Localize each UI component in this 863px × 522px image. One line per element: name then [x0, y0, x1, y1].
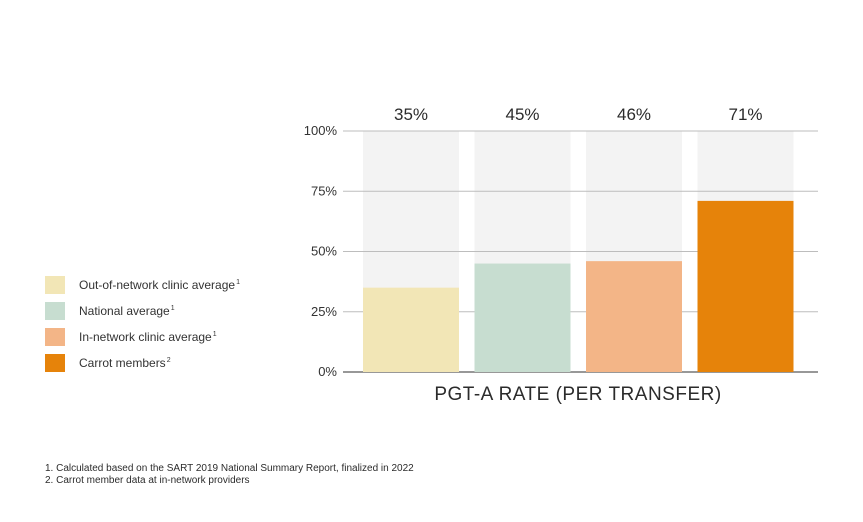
y-tick-label: 50%	[311, 244, 337, 259]
y-tick-label: 0%	[318, 364, 337, 379]
bar	[363, 287, 459, 372]
data-label: 46%	[617, 105, 651, 124]
bars	[363, 200, 794, 372]
legend-swatch	[45, 302, 65, 320]
legend-item: Carrot members2	[45, 354, 240, 372]
footnote: 2. Carrot member data at in-network prov…	[45, 475, 250, 486]
legend: Out-of-network clinic average1 National …	[45, 276, 240, 380]
data-labels: 35% 45% 46% 71%	[394, 105, 763, 124]
legend-item: National average1	[45, 302, 240, 320]
y-tick-labels: 0% 25% 50% 75% 100%	[304, 123, 338, 379]
footnotes: 1. Calculated based on the SART 2019 Nat…	[45, 463, 414, 487]
data-label: 45%	[505, 105, 539, 124]
legend-label: Out-of-network clinic average1	[79, 278, 240, 292]
legend-swatch	[45, 354, 65, 372]
bar	[474, 263, 571, 372]
data-label: 35%	[394, 105, 428, 124]
legend-swatch	[45, 276, 65, 294]
legend-item: In-network clinic average1	[45, 328, 240, 346]
y-tick-label: 25%	[311, 304, 337, 319]
legend-item: Out-of-network clinic average1	[45, 276, 240, 294]
data-label: 71%	[728, 105, 762, 124]
legend-swatch	[45, 328, 65, 346]
y-tick-label: 75%	[311, 183, 337, 198]
legend-label: Carrot members2	[79, 356, 171, 370]
bar	[586, 261, 682, 372]
footnote: 1. Calculated based on the SART 2019 Nat…	[45, 463, 414, 474]
legend-label: National average1	[79, 304, 175, 318]
x-axis-label: PGT-A RATE (PER TRANSFER)	[434, 384, 721, 405]
legend-label: In-network clinic average1	[79, 330, 217, 344]
y-tick-label: 100%	[304, 123, 338, 138]
bar	[697, 200, 794, 372]
